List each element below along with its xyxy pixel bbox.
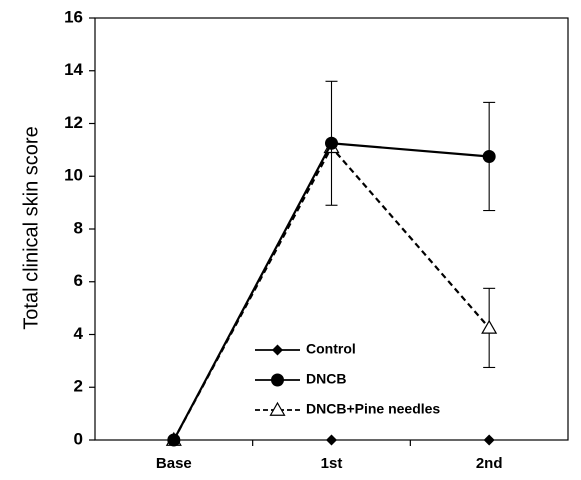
y-tick-label: 6 xyxy=(74,271,83,290)
y-tick-label: 0 xyxy=(74,429,83,448)
legend-label: DNCB+Pine needles xyxy=(306,401,440,417)
legend-item: DNCB+Pine needles xyxy=(255,401,440,417)
x-tick-label: 2nd xyxy=(476,455,503,472)
data-point xyxy=(325,137,338,150)
legend-item: DNCB xyxy=(255,371,346,387)
y-tick-label: 12 xyxy=(64,113,83,132)
legend-label: DNCB xyxy=(306,371,346,387)
x-tick-label: 1st xyxy=(321,455,343,472)
y-tick-label: 8 xyxy=(74,218,83,237)
legend-marker xyxy=(271,374,284,387)
y-tick-label: 16 xyxy=(64,7,83,26)
y-tick-label: 14 xyxy=(64,60,83,79)
data-point xyxy=(483,150,496,163)
data-point xyxy=(326,435,337,446)
legend-marker xyxy=(272,345,283,356)
y-tick-label: 2 xyxy=(74,377,83,396)
series-dncb xyxy=(167,81,495,446)
y-axis-title: Total clinical skin score xyxy=(20,126,42,329)
y-tick-label: 10 xyxy=(64,166,83,185)
legend-item: Control xyxy=(255,341,356,357)
data-point xyxy=(484,435,495,446)
legend: Control DNCB DNCB+Pine needles xyxy=(255,341,440,417)
y-tick-label: 4 xyxy=(74,324,84,343)
series-layer xyxy=(167,81,496,446)
legend-label: Control xyxy=(306,341,356,357)
x-tick-label: Base xyxy=(156,455,192,472)
